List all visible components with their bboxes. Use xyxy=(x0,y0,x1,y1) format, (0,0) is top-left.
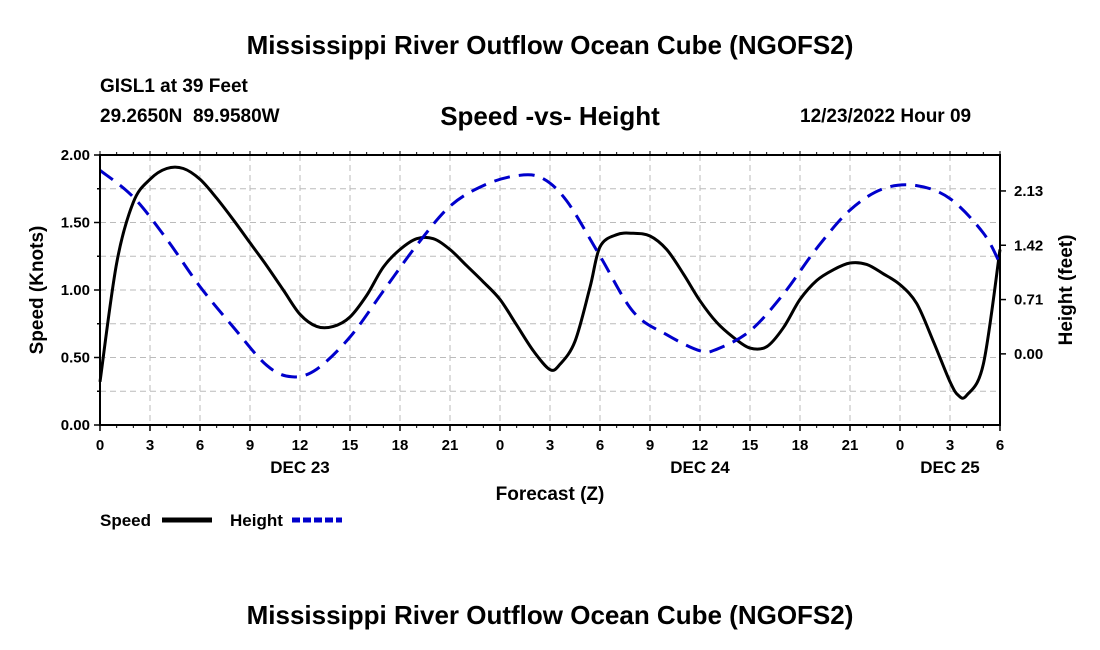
page-title: Mississippi River Outflow Ocean Cube (NG… xyxy=(246,30,854,60)
legend: Speed Height xyxy=(100,511,342,530)
chart-subtitle: Speed -vs- Height xyxy=(440,101,660,131)
x-tick-label: 6 xyxy=(996,437,1004,454)
x-tick-label: 3 xyxy=(946,437,954,454)
x-tick-label: 9 xyxy=(246,437,254,454)
y2-tick-label: 1.42 xyxy=(1014,237,1043,254)
x-tick-label: 6 xyxy=(596,437,604,454)
footer-title: Mississippi River Outflow Ocean Cube (NG… xyxy=(246,600,854,630)
station-name: GISL1 at 39 Feet xyxy=(100,76,248,97)
x-tick-label: 6 xyxy=(196,437,204,454)
label-layer: 0 3 6 9 12 15 18 21 0 3 6 9 12 15 18 21 0 3 6 0.00 0.50 1.00 1… xyxy=(61,147,1043,477)
y2-tick-label: 0.00 xyxy=(1014,346,1043,363)
x-tick-label: 15 xyxy=(742,437,759,454)
station-coords: 29.2650N 89.9580W xyxy=(100,106,280,127)
x-tick-label: 3 xyxy=(546,437,554,454)
x-tick-label: 0 xyxy=(96,437,104,454)
grid-layer xyxy=(99,154,1001,426)
x-tick-label: 0 xyxy=(896,437,904,454)
legend-height-label: Height xyxy=(230,511,283,530)
tick-layer xyxy=(94,151,1006,431)
x-tick-label: 12 xyxy=(692,437,709,454)
date-label: DEC 24 xyxy=(670,458,730,477)
x-tick-label: 18 xyxy=(392,437,409,454)
x-tick-label: 21 xyxy=(442,437,459,454)
y-tick-label: 2.00 xyxy=(61,147,90,164)
x-tick-label: 15 xyxy=(342,437,359,454)
y-tick-label: 0.50 xyxy=(61,350,90,367)
y2-axis-title: Height (feet) xyxy=(1056,235,1077,346)
x-axis-title: Forecast (Z) xyxy=(496,484,605,505)
y-tick-label: 1.00 xyxy=(61,282,90,299)
x-tick-label: 18 xyxy=(792,437,809,454)
date-label: DEC 25 xyxy=(920,458,980,477)
legend-speed-label: Speed xyxy=(100,511,151,530)
date-label: DEC 23 xyxy=(270,458,330,477)
x-tick-label: 9 xyxy=(646,437,654,454)
x-tick-label: 12 xyxy=(292,437,309,454)
y2-tick-label: 0.71 xyxy=(1014,292,1043,309)
speed-height-chart: 0 3 6 9 12 15 18 21 0 3 6 9 12 15 18 21 0 3 6 0.00 0.50 1.00 1… xyxy=(27,147,1077,530)
y-tick-label: 1.50 xyxy=(61,215,90,232)
date-label: 12/23/2022 Hour 09 xyxy=(800,106,972,127)
series-line-height xyxy=(99,169,1002,379)
y-axis-title: Speed (Knots) xyxy=(27,226,48,355)
x-tick-label: 0 xyxy=(496,437,504,454)
series-layer xyxy=(98,165,1002,400)
y2-tick-label: 2.13 xyxy=(1014,183,1043,200)
x-tick-label: 3 xyxy=(146,437,154,454)
y-tick-label: 0.00 xyxy=(61,417,90,434)
x-tick-label: 21 xyxy=(842,437,859,454)
series-line-speed xyxy=(98,165,1002,400)
